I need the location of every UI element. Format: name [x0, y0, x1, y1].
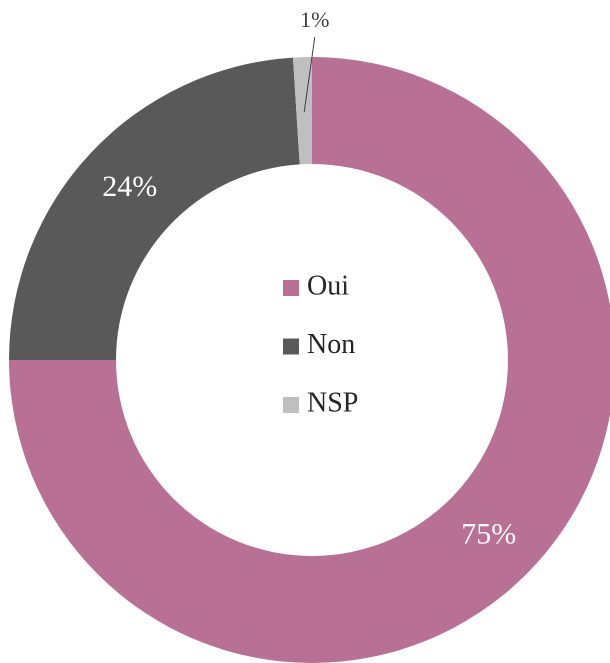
donut-slice: [292, 57, 312, 165]
legend-label: Non: [307, 329, 355, 360]
legend-label: Oui: [307, 270, 349, 301]
data-label: 24%: [102, 170, 157, 203]
data-label: 1%: [300, 7, 329, 32]
data-label: 75%: [461, 518, 516, 551]
leader-line: [303, 36, 316, 113]
legend-swatch: [283, 280, 299, 296]
legend-swatch: [283, 338, 299, 355]
donut-slice: [9, 57, 610, 663]
donut-slice: [9, 57, 300, 360]
legend-label: NSP: [307, 387, 358, 418]
legend-swatch: [283, 397, 299, 413]
